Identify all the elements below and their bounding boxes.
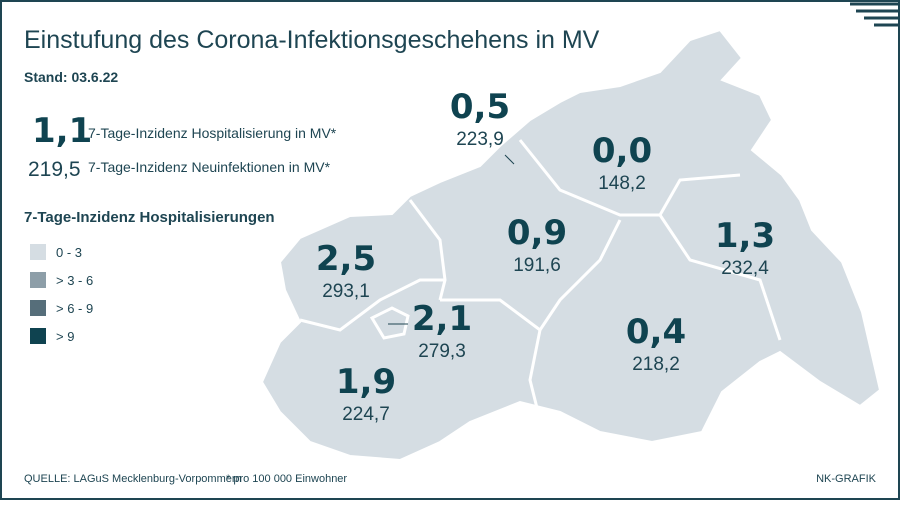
region-borders: [299, 139, 782, 421]
region-hospitalization: 1,9: [336, 362, 396, 402]
summary-label: 7-Tage-Inzidenz Neuinfektionen in MV*: [88, 159, 331, 175]
date: Stand: 03.6.22: [24, 69, 118, 85]
summary-label: 7-Tage-Inzidenz Hospitalisierung in MV*: [88, 125, 337, 141]
region-hospitalization: 0,9: [507, 213, 567, 253]
legend-swatch: [30, 328, 46, 344]
region-hospitalization: 0,0: [592, 131, 652, 171]
title: Einstufung des Corona-Infektionsgeschehe…: [24, 26, 600, 54]
legend-label: > 3 - 6: [56, 273, 93, 288]
region-hospitalization: 0,5: [450, 87, 510, 127]
legend-swatch: [30, 272, 46, 288]
region-infections: 224,7: [342, 404, 390, 425]
region-infections: 232,4: [721, 258, 769, 279]
legend-label: 0 - 3: [56, 245, 82, 260]
region-infections: 223,9: [456, 129, 504, 150]
leader-lines: [388, 154, 515, 325]
footnote: * pro 100 000 Einwohner: [226, 473, 347, 485]
decor-stripes: [850, 2, 898, 27]
summary-value: 1,1: [32, 111, 92, 151]
region-hospitalization: 1,3: [715, 216, 775, 256]
region-infections: 279,3: [418, 341, 466, 362]
region-hospitalization: 2,1: [412, 299, 472, 339]
map-state: [260, 28, 882, 462]
region-hospitalization: 2,5: [316, 239, 376, 279]
region-infections: 191,6: [513, 255, 561, 276]
legend-label: > 9: [56, 329, 74, 344]
summary-value: 219,5: [28, 158, 81, 181]
legend-swatch: [30, 300, 46, 316]
region-infections: 148,2: [598, 173, 646, 194]
legend-label: > 6 - 9: [56, 301, 93, 316]
region-infections: 293,1: [322, 281, 370, 302]
legend-swatch: [30, 244, 46, 260]
legend: 0 - 3 > 3 - 6 > 6 - 9 > 9: [30, 244, 93, 344]
region-hospitalization: 0,4: [626, 312, 686, 352]
source: QUELLE: LAGuS Mecklenburg-Vorpommern: [24, 473, 242, 485]
legend-title: 7-Tage-Inzidenz Hospitalisierungen: [24, 209, 275, 226]
region-infections: 218,2: [632, 354, 680, 375]
credit: NK-GRAFIK: [816, 473, 877, 485]
